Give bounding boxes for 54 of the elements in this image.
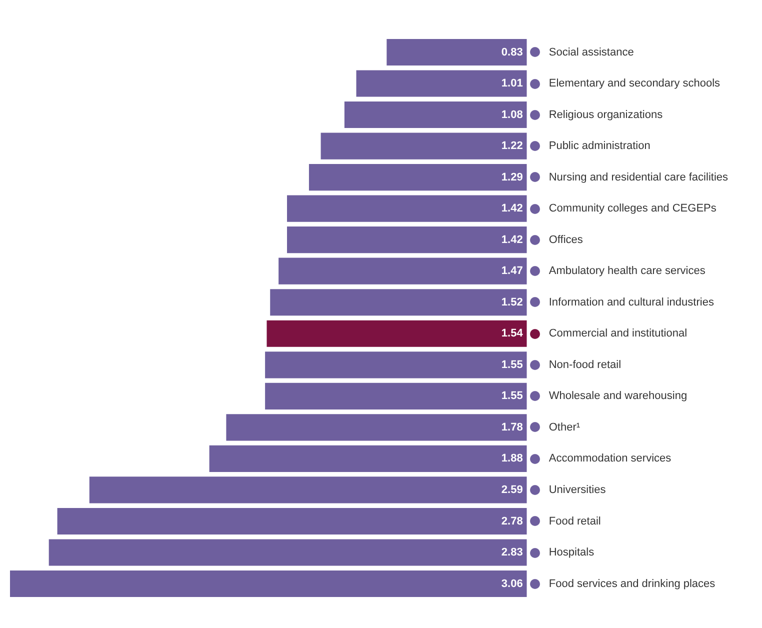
data-label: 1.78	[501, 421, 523, 434]
data-label: 0.83	[501, 46, 523, 58]
y-tick-label: Food retail	[548, 515, 601, 528]
data-label: 1.22	[501, 140, 523, 152]
y-tick-label: Religious organizations	[548, 108, 664, 121]
bar	[287, 195, 527, 222]
data-label: 1.42	[501, 202, 523, 215]
data-label: 1.47	[501, 265, 523, 278]
data-label: 3.06	[501, 578, 523, 590]
y-tick-label: Elementary and secondary schools	[548, 78, 721, 90]
data-label: 2.78	[501, 515, 523, 528]
bar	[356, 70, 527, 97]
bar	[10, 570, 527, 598]
data-label: 1.42	[501, 234, 523, 246]
data-label: 1.88	[501, 452, 523, 465]
data-label: 2.59	[501, 484, 523, 496]
data-label: 1.01	[501, 78, 523, 90]
y-tick-label: Hospitals	[548, 546, 595, 559]
y-tick-label: Wholesale and warehousing	[548, 390, 688, 402]
y-tick-label: Accommodation services	[548, 452, 672, 465]
y-tick-label: Universities	[548, 484, 606, 496]
data-label: 1.29	[501, 171, 523, 184]
y-tick-label: Information and cultural industries	[548, 296, 714, 308]
bar	[308, 164, 527, 191]
bar	[48, 539, 527, 566]
data-label: 1.55	[501, 358, 523, 371]
bar	[320, 132, 527, 160]
bar	[287, 226, 527, 254]
y-tick-label: Social assistance	[548, 46, 634, 58]
y-tick-label: Offices	[548, 234, 584, 246]
bar	[344, 101, 527, 128]
bar	[57, 508, 527, 535]
data-label: 1.55	[501, 390, 523, 402]
bar	[265, 382, 527, 410]
data-label: 1.54	[501, 328, 524, 340]
y-tick-label: Food services and drinking places	[548, 578, 716, 590]
y-tick-label: Non-food retail	[548, 358, 622, 371]
bar	[266, 320, 527, 347]
y-tick-label: Other¹	[548, 421, 580, 434]
bar	[226, 414, 527, 441]
y-tick-label: Nursing and residential care facilities	[548, 171, 728, 184]
bar	[265, 352, 527, 378]
bar	[386, 38, 527, 66]
y-tick-label: Community colleges and CEGEPs	[548, 202, 717, 215]
bar	[278, 258, 527, 284]
data-label: 2.83	[501, 546, 523, 559]
bar	[209, 445, 527, 472]
y-tick-label: Commercial and institutional	[548, 328, 688, 340]
y-tick-label: Public administration	[548, 140, 650, 152]
bar	[89, 476, 527, 504]
bar	[270, 289, 527, 316]
y-tick-label: Ambulatory health care services	[548, 265, 706, 278]
data-label: 1.52	[501, 296, 523, 308]
data-label: 1.08	[501, 108, 523, 121]
